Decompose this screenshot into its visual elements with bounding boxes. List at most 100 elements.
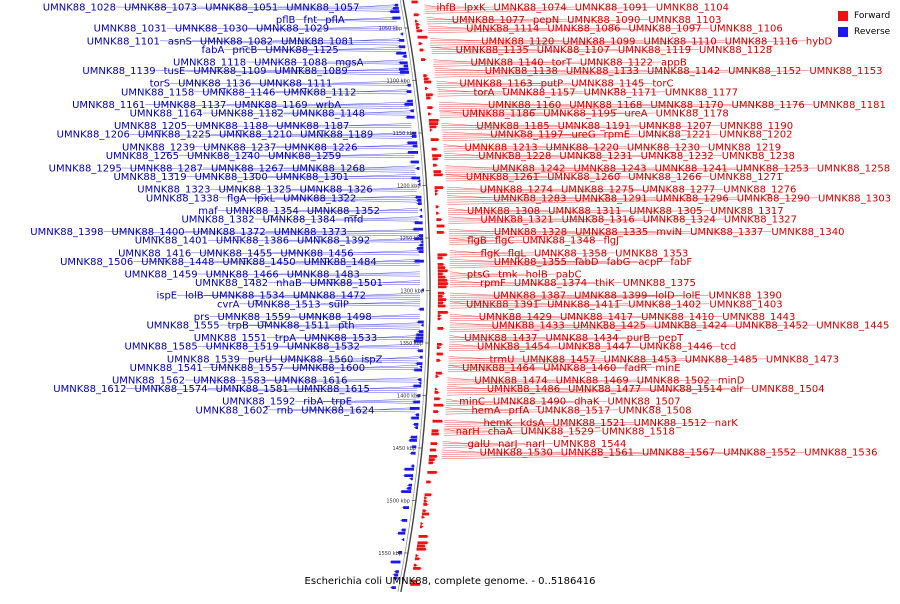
forward-feature-body [423,74,427,77]
forward-label-leader [446,188,724,194]
reverse-label-leader [145,104,410,110]
forward-label-leader [447,210,711,216]
forward-feature-body [437,256,443,260]
forward-gene-label: UMNK88_1260 [547,172,620,183]
forward-gene-label: UMNK88_1437 [464,333,537,344]
forward-gene-label: flgK [481,248,501,259]
forward-label-leader [449,237,468,241]
forward-label-leader [431,49,700,55]
reverse-feature-body [409,439,417,442]
reverse-gene-label: UMNK88_1111 [259,79,332,90]
reverse-gene-label: ribA [303,397,323,408]
reverse-label-leader [373,131,413,135]
forward-label-leader [449,252,534,256]
reverse-label-leader [184,231,419,235]
forward-feature-body [437,317,441,321]
reverse-gene-label: tusE [164,66,186,77]
forward-label-leader [444,155,641,158]
reverse-gene-label: trpB [228,321,249,332]
reverse-gene-label: UMNK88_1574 [134,384,207,395]
forward-feature-body [417,541,428,545]
reverse-gene-label: UMNK88_1583 [193,376,266,387]
backbone-inner-arc [397,0,428,593]
reverse-label-leader [197,345,420,349]
forward-label-leader [449,294,656,298]
genome-caption: Escherichia coli UMNK88, complete genome… [304,576,596,587]
forward-gene-label: UMNK88_1335 [575,227,648,238]
reverse-gene-label: UMNK88_1300 [195,172,268,183]
forward-gene-label: UMNK88_1452 [735,321,808,332]
forward-label-leader [445,167,736,173]
forward-gene-label: UMNK88_1232 [641,151,714,162]
reverse-gene-label: mgsA [335,58,363,69]
forward-gene-label: UMNK88_1186 [462,109,535,120]
forward-gene-label: UMNK88_1219 [708,142,781,153]
reverse-gene-label: asnS [168,36,192,47]
forward-label-leader [449,280,481,283]
reverse-gene-label: UMNK88_1539 [167,354,240,365]
reverse-feature-body [411,416,419,420]
forward-gene-label: flgC [495,236,515,247]
reverse-gene-label: UMNK88_1562 [112,376,185,387]
reverse-label-leader [359,4,395,8]
reverse-feature-body [414,221,423,225]
reverse-gene-label: cvrA [217,299,240,310]
reverse-feature-body [419,250,424,253]
forward-label-leader [448,367,625,370]
forward-feature-body [437,275,446,279]
forward-gene-label: UMNK88_1353 [615,248,688,259]
reverse-feature-body [406,115,415,119]
reverse-gene-label: UMNK88_1511 [257,321,330,332]
forward-gene-label: flgL [508,248,527,259]
reverse-gene-label: UMNK88_1352 [307,206,380,217]
forward-feature-body [429,448,436,452]
forward-label-leader [448,358,685,364]
forward-gene-label: UMNK88_1099 [562,36,635,47]
forward-gene-label: UMNK88_1241 [655,164,728,175]
forward-gene-label: UMNK88_1277 [642,185,715,196]
reverse-label-leader [185,70,405,74]
reverse-gene-label: UMNK88_1182 [211,109,284,120]
forward-feature-body [413,567,421,570]
forward-label-leader [448,345,640,349]
forward-label-leader [446,188,643,192]
reverse-feature-body [403,506,409,509]
forward-label-leader [445,176,629,180]
reverse-gene-label: UMNK88_1501 [310,278,383,289]
legend-forward: Forward [838,8,898,24]
forward-label-leader [440,112,656,118]
forward-gene-label: UMNK88_1171 [584,87,657,98]
forward-label-leader [449,239,523,243]
reverse-label-leader [166,27,399,31]
reverse-gene-label: UMNK88_1109 [193,66,266,77]
reverse-feature-body [403,538,405,541]
forward-gene-label: UMNK88_1567 [642,448,715,459]
forward-label-leader [449,303,710,309]
reverse-label-leader [246,197,418,201]
forward-label-leader [428,25,467,29]
forward-feature-body [434,186,444,189]
forward-label-leader [449,282,596,286]
forward-feature-body [437,285,447,289]
reverse-gene-label: UMNK88_1472 [293,291,366,302]
forward-label-leader [449,324,654,328]
forward-feature-body [435,192,437,196]
forward-gene-label: chaA [488,427,513,438]
reverse-gene-label: UMNK88_1148 [292,109,365,120]
reverse-label-leader [356,195,418,199]
reverse-gene-label: UMNK88_1533 [304,333,377,344]
forward-gene-label: UMNK88_1464 [462,363,535,374]
tick-label: 1050 kbp [379,26,403,32]
forward-label-leader [434,70,729,76]
forward-feature-body [437,291,444,295]
forward-gene-label: UMNK88_1457 [522,354,595,365]
forward-feature-body [429,122,438,125]
reverse-gene-label: UMNK88_1089 [275,66,348,77]
forward-feature-body [424,496,426,500]
reverse-gene-label: lpxL [255,193,276,204]
reverse-gene-label: UMNK88_1118 [173,58,246,69]
reverse-label-leader [348,174,416,177]
forward-gene-label: appB [661,58,687,69]
reverse-label-leader [202,112,411,116]
